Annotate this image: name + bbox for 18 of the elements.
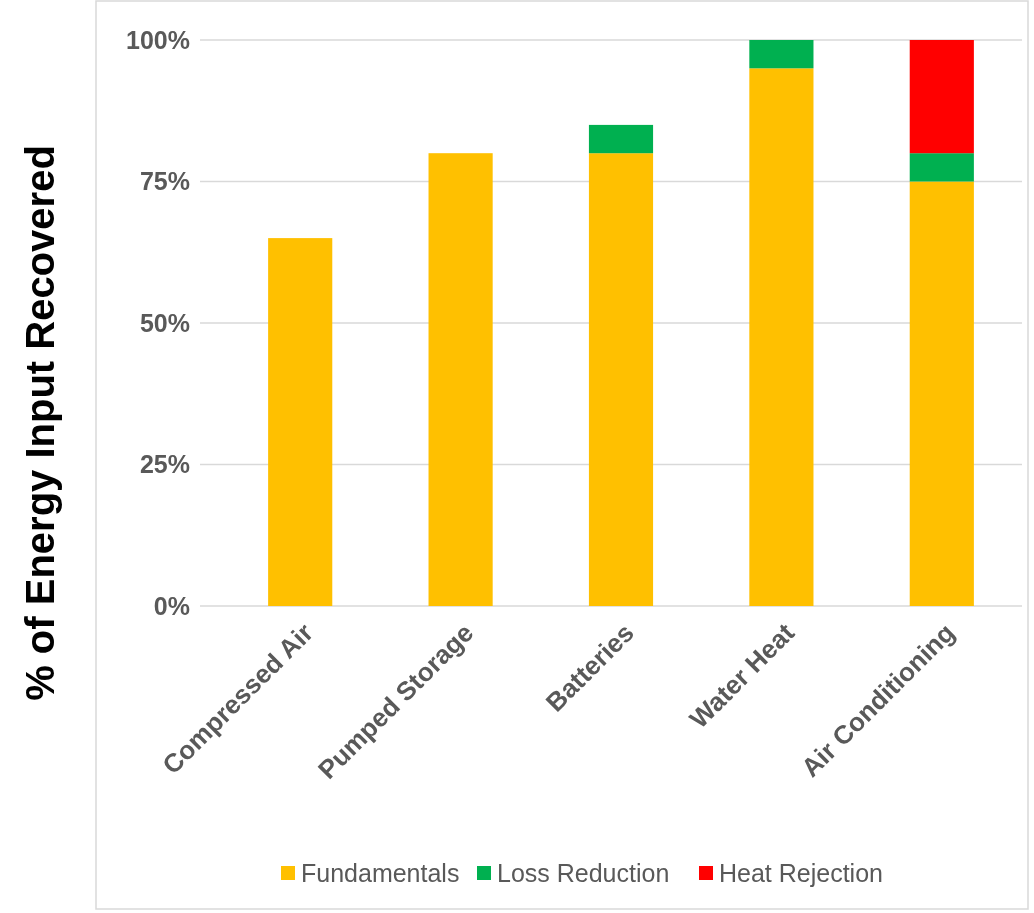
bar: [909, 40, 974, 154]
bar: [588, 153, 654, 606]
bar: [749, 40, 814, 69]
y-tick-label: 0%: [153, 591, 190, 620]
bar: [428, 153, 493, 606]
bar: [749, 68, 814, 606]
legend-label: Heat Rejection: [719, 858, 883, 887]
y-tick-label: 75%: [139, 167, 190, 196]
legend-label: Loss Reduction: [497, 858, 670, 887]
bar: [268, 238, 333, 606]
legend-label: Fundamentals: [301, 858, 460, 887]
y-tick-label: 100%: [126, 25, 190, 54]
bar: [909, 181, 974, 606]
y-tick-label: 25%: [139, 450, 190, 479]
bar: [909, 153, 974, 182]
y-tick-label: 50%: [139, 308, 190, 337]
bar: [588, 124, 654, 154]
y-axis-title: % of Energy Input Recovered: [18, 145, 62, 701]
